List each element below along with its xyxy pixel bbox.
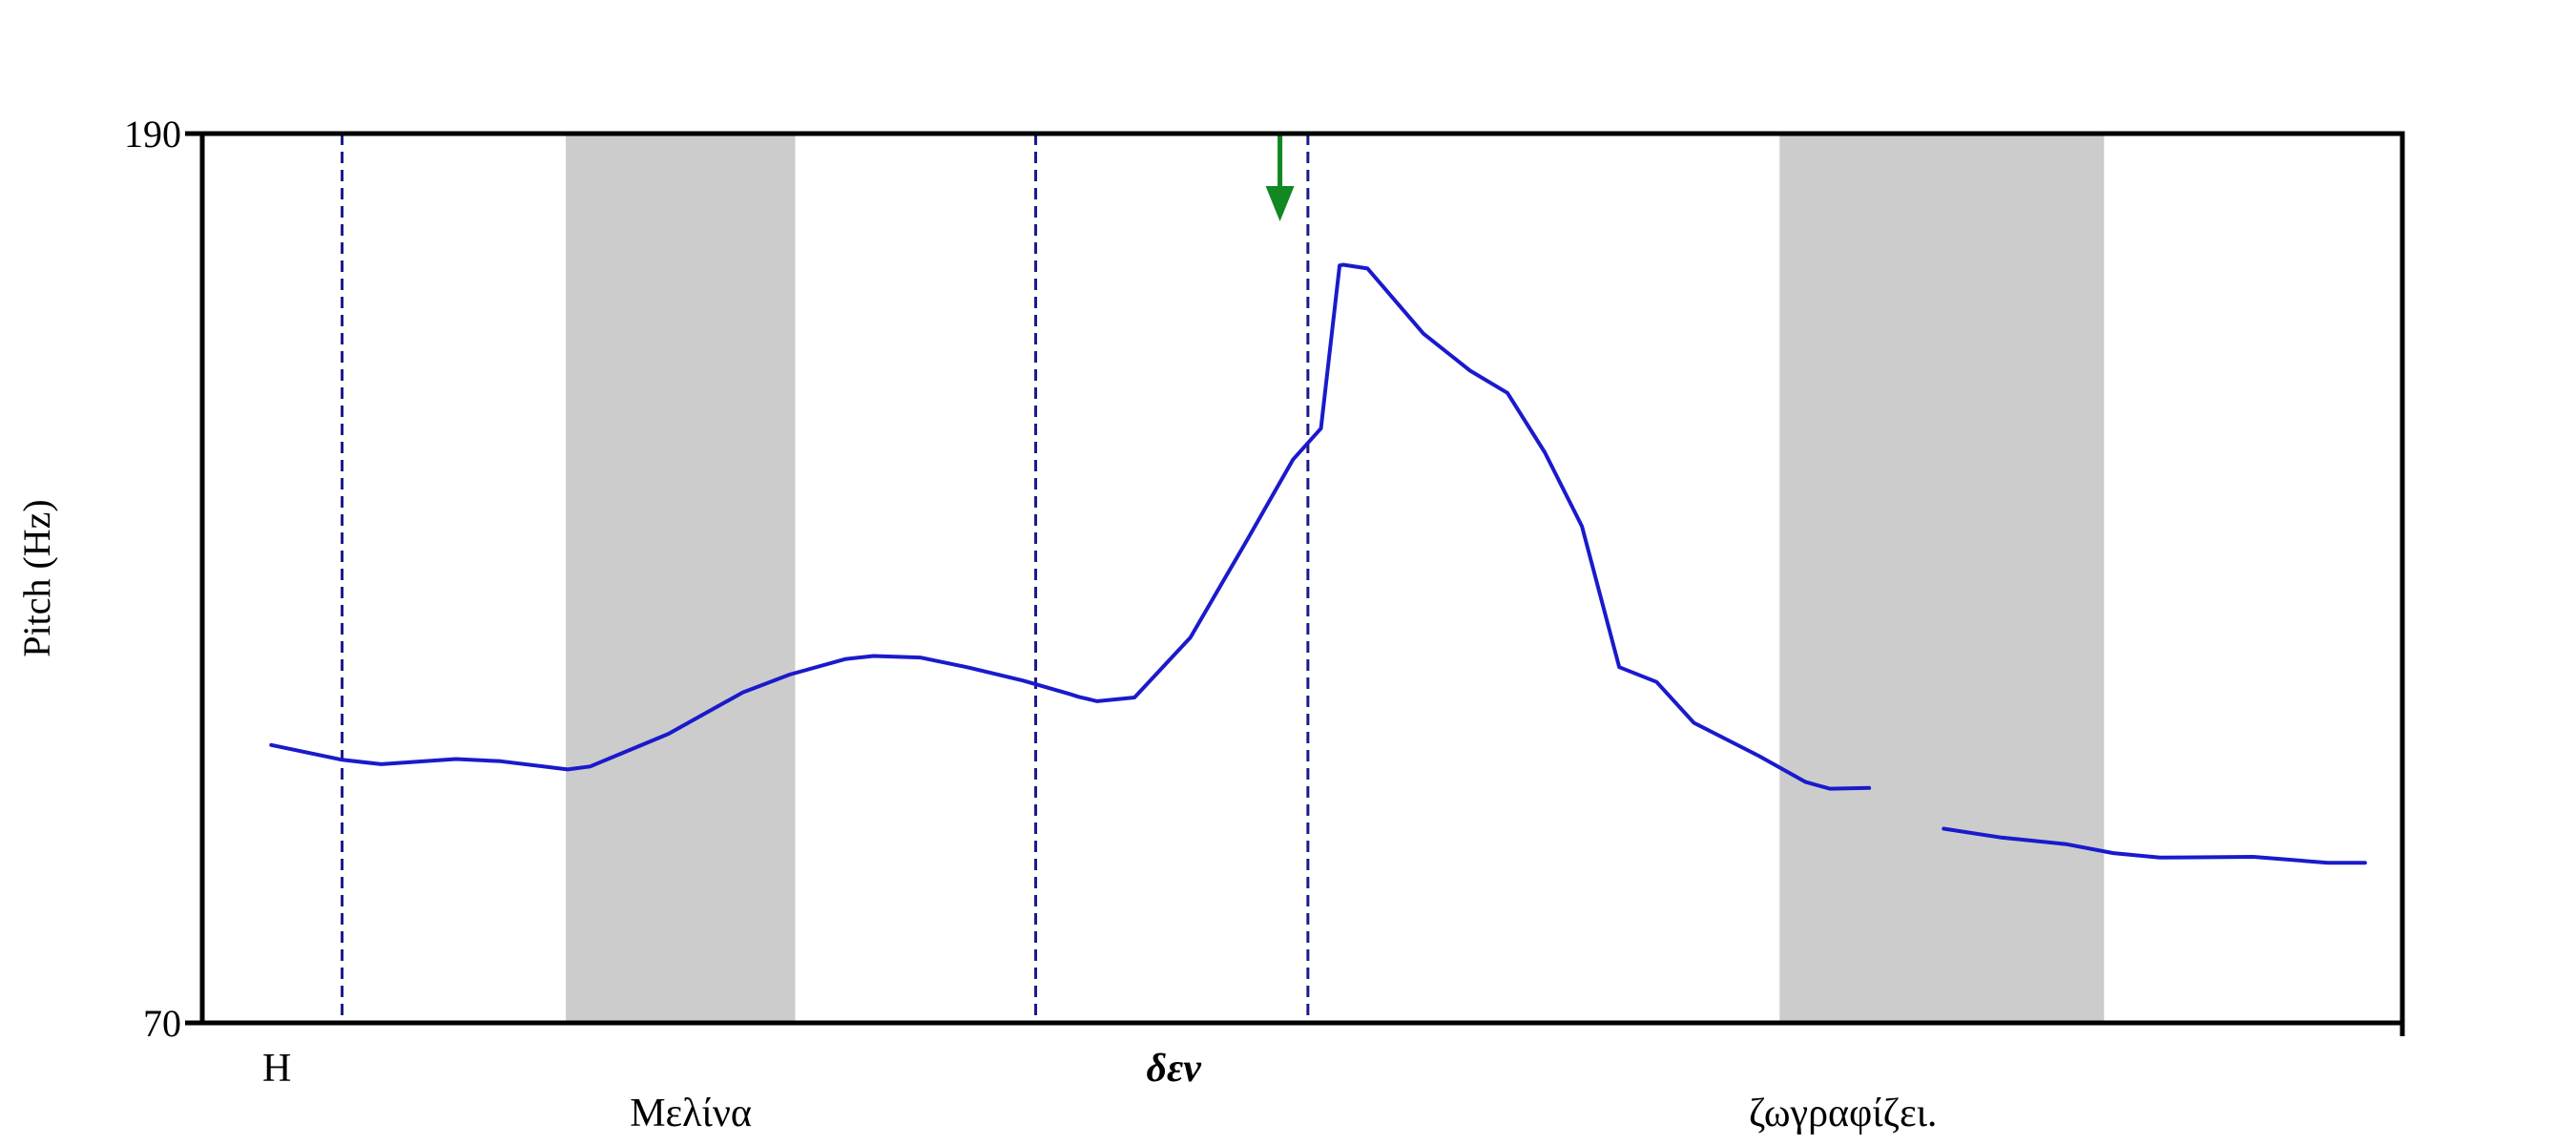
word-label-1: Η (262, 1047, 291, 1091)
arrow-head (1265, 186, 1295, 221)
word-labels: Η Μελίνα δεν ζωγραφίζει. (262, 1047, 1937, 1135)
shaded-regions (566, 134, 2105, 1023)
y-axis-title: Pitch (Hz) (15, 499, 58, 657)
y-tick-label-190: 190 (124, 113, 181, 156)
y-tick-label-70: 70 (143, 1002, 181, 1045)
y-axis-ticks: 70 190 (124, 113, 2405, 1045)
shaded-region-2 (1779, 134, 2105, 1023)
word-label-2: Μελίνα (630, 1092, 752, 1135)
pitch-contour-1 (269, 262, 1872, 791)
shaded-region-1 (566, 134, 796, 1023)
word-label-3: δεν (1146, 1047, 1202, 1091)
pitch-contours (269, 262, 2367, 865)
pitch-peak-arrow (1265, 132, 1295, 221)
word-label-4: ζωγραφίζει. (1749, 1092, 1937, 1135)
plot-frame (199, 131, 2405, 1026)
word-boundaries (341, 134, 1310, 1023)
pitch-contour-2 (1942, 826, 2367, 865)
